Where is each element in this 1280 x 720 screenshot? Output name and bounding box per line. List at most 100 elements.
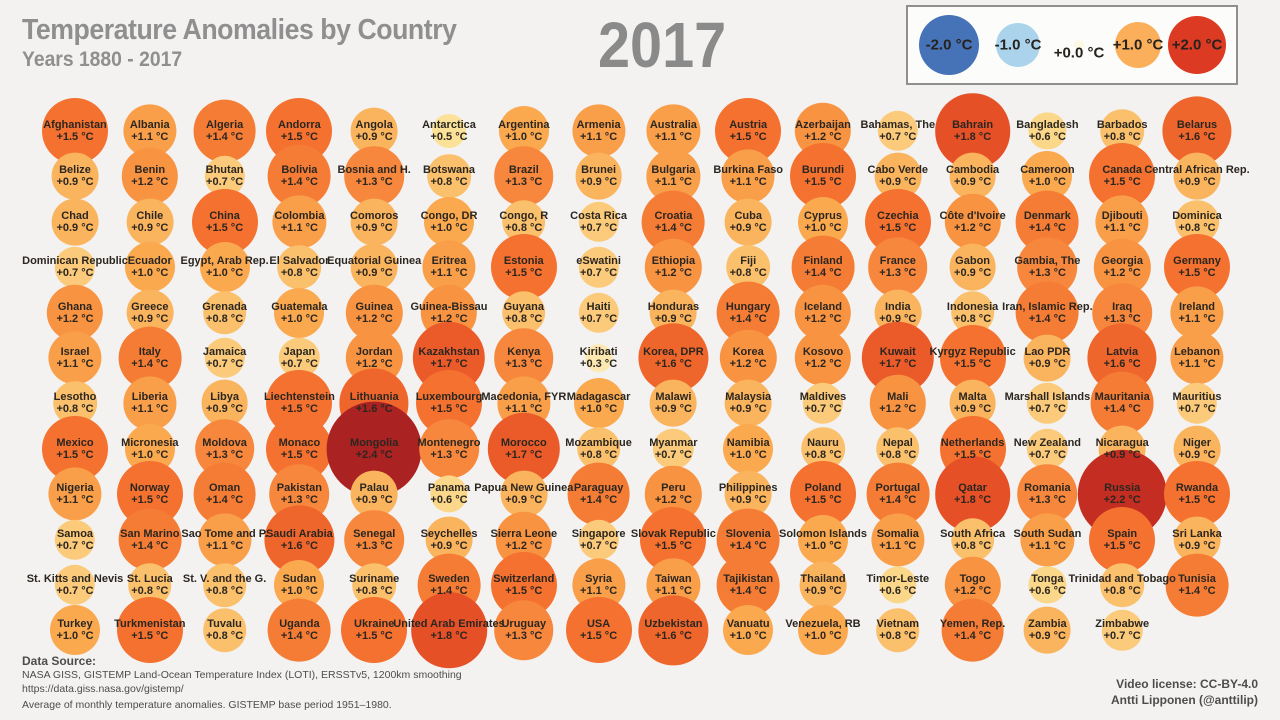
country-bubble [500, 470, 548, 518]
country-bubble [1028, 112, 1066, 150]
country-bubble [572, 104, 626, 158]
country-bubble [799, 561, 847, 609]
country-bubble [578, 519, 619, 560]
data-source-url: https://data.giss.nasa.gov/gistemp/ [22, 682, 184, 695]
country-bubble [794, 329, 852, 387]
country-bubble [267, 598, 331, 662]
country-bubble [274, 287, 325, 338]
legend-label: +1.0 °C [1112, 36, 1164, 54]
country-bubble [202, 563, 247, 607]
page-subtitle: Years 1880 - 2017 [22, 48, 183, 71]
country-bubble [490, 234, 557, 301]
country-bubble [430, 475, 468, 513]
country-bubble [344, 509, 404, 570]
data-source-line1: NASA GISS, GISTEMP Land-Ocean Temperatur… [22, 669, 462, 681]
legend-circle [919, 15, 979, 75]
country-bubble [649, 379, 697, 427]
country-bubble [277, 245, 322, 289]
country-bubble [341, 597, 408, 664]
legend-circle [1115, 22, 1161, 68]
country-bubble [573, 378, 624, 429]
country-bubble [1027, 428, 1068, 469]
legend-label: +2.0 °C [1171, 36, 1223, 54]
country-bubble [723, 423, 774, 474]
country-bubble [719, 329, 777, 387]
credits-block: Video license: CC-BY-4.0 Antti Lipponen … [1111, 676, 1258, 708]
country-bubble [1165, 553, 1229, 617]
country-bubble [123, 376, 177, 430]
country-bubble [578, 292, 619, 333]
year-display: 2017 [598, 9, 727, 81]
page-title: Temperature Anomalies by Country [22, 14, 457, 46]
color-size-legend: -2.0 °C -1.0 °C +0.0 °C +1.0 °C +2.0 °C [906, 5, 1238, 85]
country-bubble [876, 608, 920, 653]
country-bubble [869, 375, 926, 432]
country-bubble [1170, 331, 1224, 385]
country-bubble [868, 237, 928, 297]
country-bubble [121, 148, 178, 205]
country-bubble [350, 470, 398, 518]
country-bubble [575, 152, 622, 200]
country-bubble [502, 290, 546, 335]
country-bubble [879, 566, 917, 604]
country-bubble [578, 201, 619, 242]
country-bubble [950, 517, 995, 562]
country-bubble [1101, 610, 1143, 651]
legend-label: -1.0 °C [994, 36, 1042, 54]
country-bubble [1089, 506, 1156, 573]
country-bubble [46, 284, 104, 341]
country-bubble [350, 243, 398, 291]
country-bubble [949, 152, 996, 200]
country-bubble [1176, 383, 1218, 424]
country-bubble [427, 154, 471, 199]
country-bubble [653, 428, 694, 469]
country-bubble [201, 379, 248, 427]
country-bubble [723, 605, 774, 656]
author-credit: Antti Lipponen (@anttilip) [1111, 693, 1258, 708]
legend-circle [1168, 16, 1226, 74]
country-bubble [54, 519, 96, 560]
legend-label: -2.0 °C [925, 36, 973, 54]
country-bubble [1015, 281, 1079, 344]
country-bubble [944, 193, 1001, 250]
country-bubble [949, 243, 996, 291]
country-bubble [124, 242, 175, 293]
country-bubble [721, 149, 775, 203]
country-bubble [202, 290, 247, 335]
country-bubble [344, 146, 404, 207]
country-bubble [798, 605, 848, 656]
country-bubble [1028, 566, 1066, 604]
country-bubble [494, 146, 554, 207]
country-bubble [1173, 152, 1221, 200]
country-bubble [941, 598, 1004, 662]
country-bubble [565, 597, 632, 664]
country-bubble [645, 238, 702, 296]
country-bubble [432, 114, 466, 148]
country-bubble [118, 508, 182, 571]
legend-label: +0.0 °C [1053, 44, 1105, 62]
country-bubble [724, 379, 772, 427]
country-bubble [51, 198, 99, 246]
country-bubble [54, 246, 96, 288]
country-bubble [798, 514, 848, 565]
data-source-line3: Average of monthly temperature anomalies… [22, 699, 392, 712]
country-bubble [1100, 563, 1144, 607]
country-bubble [584, 344, 613, 372]
country-bubble [424, 196, 474, 247]
legend-circle [1074, 40, 1084, 50]
country-bubble [116, 597, 183, 664]
video-license: Video license: CC-BY-4.0 [1116, 677, 1258, 691]
country-bubble [51, 152, 99, 200]
country-bubble [272, 195, 326, 249]
legend-circle [996, 23, 1040, 67]
data-source-block: Data Source: NASA GISS, GISTEMP Land-Oce… [22, 654, 462, 713]
country-bubble [1023, 334, 1071, 382]
country-bubble [202, 608, 247, 653]
country-bubble [1023, 606, 1071, 654]
country-bubble [198, 513, 252, 567]
country-bubble [724, 198, 772, 246]
country-bubble [638, 595, 708, 665]
country-bubble [204, 337, 245, 379]
